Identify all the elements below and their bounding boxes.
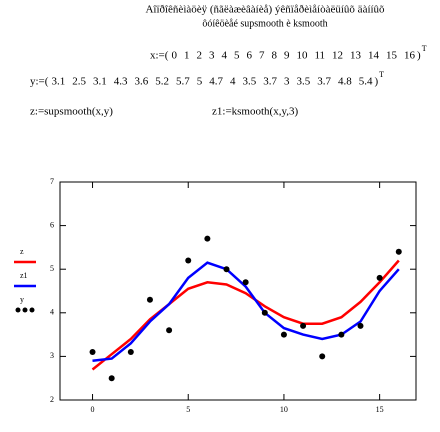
- data-point: [261, 309, 268, 316]
- vector-value: 4: [221, 50, 227, 62]
- vector-value: 15: [386, 50, 398, 62]
- vector-label: x:=(: [150, 50, 169, 62]
- legend-label: z1: [20, 271, 28, 280]
- data-point: [166, 327, 173, 334]
- vector-value: 3.7: [263, 76, 277, 88]
- y-tick-label: 5: [50, 264, 54, 273]
- title: Aîïðîêñèìàöèÿ (ñãëàæèâàíèå) ýêñïåðèìåíòà…: [145, 4, 385, 16]
- x-tick-label: 15: [376, 405, 384, 414]
- vector-value: 3.1: [93, 76, 107, 88]
- vector-value: 3.7: [317, 76, 331, 88]
- data-point: [376, 274, 383, 281]
- vector-value: 11: [314, 50, 325, 62]
- vector-value: 4.8: [338, 76, 352, 88]
- legend-marker: [15, 307, 21, 313]
- x-tick-label: 10: [280, 405, 288, 414]
- y-tick-label: 4: [50, 308, 54, 317]
- subtitle: ôóíêöèåé supsmooth è ksmooth: [202, 18, 327, 29]
- x-tick-label: 0: [91, 405, 95, 414]
- data-point: [280, 331, 287, 338]
- vector-value: 1: [184, 50, 190, 62]
- transpose-mark: T: [422, 44, 427, 53]
- vector-value: 14: [368, 50, 380, 62]
- vector-value: 12: [332, 50, 343, 62]
- data-point: [223, 266, 230, 273]
- vector-value: 5: [234, 50, 240, 62]
- vector-value: 0: [171, 50, 177, 62]
- plot-frame: [59, 181, 417, 401]
- data-point: [146, 296, 153, 303]
- series-line: [91, 259, 400, 371]
- data-point: [127, 349, 134, 356]
- vector-value: 4.3: [114, 76, 128, 88]
- vector-value: 9: [284, 50, 290, 62]
- data-point: [185, 257, 192, 264]
- data-point: [338, 331, 345, 338]
- data-point: [89, 349, 96, 356]
- y-tick-label: 2: [50, 395, 54, 404]
- vector-value: 7: [259, 50, 265, 62]
- data-point: [300, 322, 307, 329]
- legend-marker: [29, 307, 35, 313]
- vector-value: 3.6: [134, 76, 148, 88]
- vector-value: 8: [271, 50, 277, 62]
- vector-value: 3.5: [242, 76, 256, 88]
- y-tick-label: 3: [50, 351, 54, 360]
- vector-value: 3.1: [51, 76, 65, 88]
- y-tick-label: 7: [50, 177, 54, 186]
- x-tick-label: 5: [186, 405, 190, 414]
- legend-label: z: [20, 247, 24, 256]
- vector-value: 3: [209, 50, 215, 62]
- vector-value: 5: [197, 76, 203, 88]
- vector-close: ): [374, 76, 378, 88]
- data-point: [242, 279, 249, 286]
- legend-label: y: [20, 295, 24, 304]
- legend-marker: [22, 307, 28, 313]
- vector-value: 10: [296, 50, 308, 62]
- vector-value: 13: [350, 50, 362, 62]
- vector-value: 6: [246, 50, 252, 62]
- vector-value: 4.7: [209, 76, 223, 88]
- vector-value: 16: [404, 50, 416, 62]
- data-point: [108, 375, 115, 382]
- vector-value: 4: [230, 76, 236, 88]
- y-tick-label: 6: [50, 220, 54, 229]
- vector-value: 2.5: [72, 76, 86, 88]
- vector-value: 3: [284, 76, 290, 88]
- z1-definition: z1:=ksmooth(x,y,3): [212, 106, 298, 118]
- series-line: [92, 261, 400, 363]
- vector-value: 5.4: [359, 76, 373, 88]
- vector-close: ): [417, 50, 421, 62]
- vector-value: 5.2: [155, 76, 169, 88]
- data-point: [204, 235, 211, 242]
- transpose-mark: T: [379, 70, 384, 79]
- data-point: [357, 322, 364, 329]
- z-definition: z:=supsmooth(x,y): [30, 106, 113, 118]
- vector-value: 3.5: [296, 76, 310, 88]
- vector-value: 2: [196, 50, 202, 62]
- vector-label: y:=(: [30, 76, 49, 88]
- vector-value: 5.7: [176, 76, 190, 88]
- data-point: [395, 248, 402, 255]
- data-point: [319, 353, 326, 360]
